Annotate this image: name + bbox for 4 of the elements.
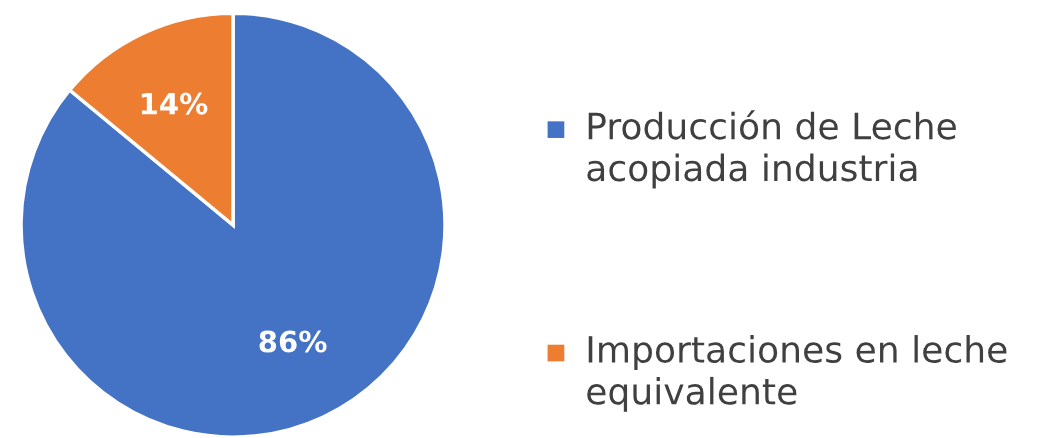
legend-label: Importaciones en leche equivalente <box>587 335 1007 412</box>
legend-label: Producción de Leche acopiada industria <box>587 110 956 189</box>
data-label: 14% <box>141 92 208 115</box>
data-label: 86% <box>259 330 327 353</box>
